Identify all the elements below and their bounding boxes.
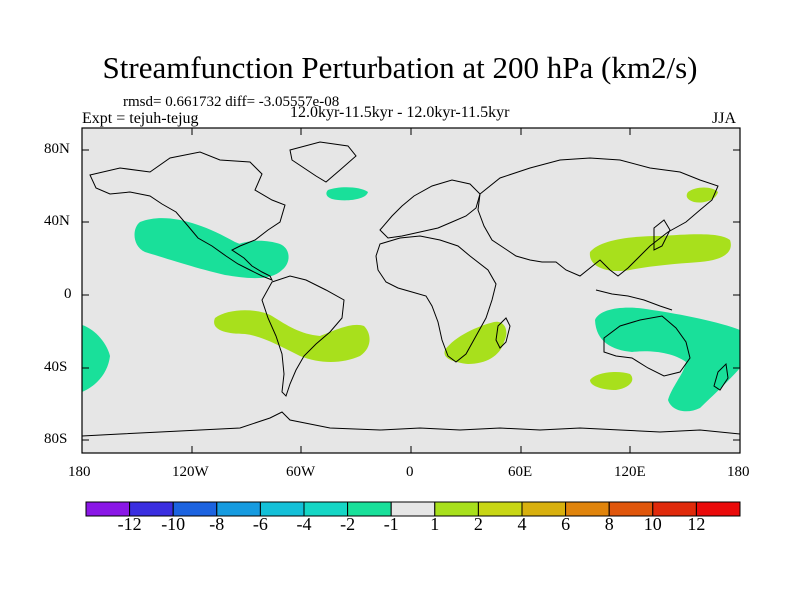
x-tick-label: 120W	[172, 464, 209, 480]
coast-new-zealand	[713, 362, 729, 391]
experiment-text: Expt = tejuh-tejug	[82, 110, 199, 127]
anomaly-south-indian-ocean	[590, 372, 633, 390]
colorbar-label: -12	[117, 514, 142, 534]
coast-north-america	[89, 151, 286, 281]
anomaly-south-pacific-east	[82, 325, 110, 392]
y-ticks	[82, 149, 740, 441]
anomaly-north-atlantic	[326, 187, 368, 201]
period-text: 12.0kyr-11.5kyr - 12.0kyr-11.5kyr	[290, 104, 510, 121]
colorbar-label: 12	[687, 514, 706, 534]
x-tick-label: 0	[406, 464, 414, 480]
colorbar-box	[695, 501, 741, 517]
colorbar-label: -10	[161, 514, 186, 534]
colorbar-label: 6	[561, 514, 571, 534]
coast-south-america	[261, 275, 345, 397]
coast-europe	[379, 179, 481, 239]
anomaly-shading	[82, 187, 740, 412]
colorbar-label: -8	[209, 514, 225, 534]
anomaly-australia	[595, 307, 740, 412]
colorbar-label: 4	[517, 514, 527, 534]
anomaly-kamchatka	[686, 187, 718, 203]
colorbar-label: -4	[296, 514, 312, 534]
y-tick-label: 40N	[44, 213, 70, 229]
x-tick-label: 60W	[286, 464, 316, 480]
colorbar-label: -6	[252, 514, 268, 534]
x-tick-label: 180	[68, 464, 91, 480]
y-tick-label: 40S	[44, 359, 68, 375]
anomaly-east-asia-pacific	[589, 234, 731, 272]
colorbar-label: 10	[643, 514, 662, 534]
map-background	[82, 128, 740, 453]
colorbar-label: 1	[430, 514, 440, 534]
coast-indonesia	[595, 289, 673, 311]
y-tick-label: 0	[64, 286, 72, 302]
coast-madagascar	[495, 317, 511, 349]
coast-asia	[477, 157, 719, 277]
colorbar-label: -1	[383, 514, 399, 534]
colorbar-boxes	[85, 501, 741, 517]
coast-greenland	[289, 141, 357, 183]
chart-title: Streamfunction Perturbation at 200 hPa (…	[102, 50, 698, 85]
coast-australia	[603, 315, 691, 377]
stats-text: rmsd= 0.661732 diff= -3.05557e-08	[123, 94, 340, 110]
x-tick-label: 60E	[508, 464, 533, 480]
colorbar-label: -2	[340, 514, 356, 534]
anomaly-south-america	[214, 310, 370, 362]
colorbar-label: 2	[473, 514, 483, 534]
coast-africa	[375, 235, 497, 363]
anomaly-southern-africa	[444, 321, 507, 364]
y-tick-label: 80S	[44, 431, 68, 447]
coast-antarctica	[82, 411, 740, 437]
season-label: JJA	[712, 110, 737, 127]
x-ticks	[81, 128, 741, 453]
colorbar-label: 8	[604, 514, 614, 534]
coastlines	[82, 141, 740, 437]
coast-japan	[653, 219, 671, 251]
x-tick-label: 120E	[614, 464, 646, 480]
y-tick-label: 80N	[44, 141, 70, 157]
x-tick-label: 180	[727, 464, 750, 480]
